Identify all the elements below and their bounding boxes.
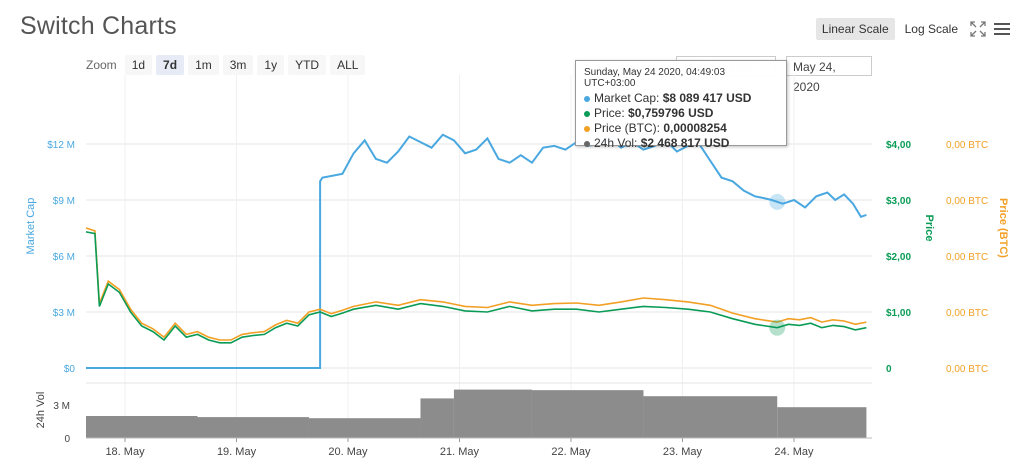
btc-tick-label: 0,00 BTC [946, 252, 988, 263]
x-tick-label: 21. May [440, 446, 480, 458]
btc-tick-label: 0,00 BTC [946, 196, 988, 207]
btc-axis-title: Price (BTC) [997, 198, 1009, 258]
price-tick-label: 0 [886, 364, 892, 375]
tooltip-row-market-cap: Market Cap: $8 089 417 USD [584, 91, 778, 106]
tooltip-date: Sunday, May 24 2020, 04:49:03 UTC+03:00 [584, 67, 726, 89]
zoom-1m-button[interactable]: 1m [188, 55, 219, 75]
tooltip-value: $8 089 417 USD [662, 91, 752, 105]
btc-tick-label: 0,00 BTC [946, 364, 988, 375]
left-axis-title: Market Cap [25, 198, 37, 255]
tooltip-row-volume: 24h Vol: $2 468 817 USD [584, 136, 778, 151]
tooltip-label: Market Cap: [594, 91, 660, 105]
market-cap-line [86, 133, 867, 369]
volume-bar [86, 416, 198, 438]
volume-bar [197, 417, 309, 438]
btc-tick-label: 0,00 BTC [946, 140, 988, 151]
x-tick-label: 19. May [217, 446, 257, 458]
menu-icon[interactable] [992, 19, 1012, 39]
fullscreen-icon[interactable] [968, 19, 988, 39]
tooltip-label: 24h Vol: [594, 136, 638, 150]
tooltip-label: Price: [594, 106, 625, 120]
zoom-1d-button[interactable]: 1d [124, 55, 153, 75]
zoom-ytd-button[interactable]: YTD [288, 55, 327, 75]
tooltip-row-price: Price: $0,759796 USD [584, 106, 778, 121]
price-tick-label: $1,00 [886, 308, 911, 319]
scale-toggle: Linear Scale Log Scale [815, 18, 1012, 40]
vol-tick-label: 0 [64, 434, 70, 445]
tooltip-value: 0,00008254 [663, 121, 727, 135]
btc-tick-label: 0,00 BTC [946, 308, 988, 319]
volume-dot-icon [584, 140, 590, 147]
page-title: Switch Charts [20, 12, 177, 40]
volume-bar [531, 390, 644, 438]
volume-bar [453, 389, 532, 438]
log-scale-button[interactable]: Log Scale [904, 22, 958, 36]
zoom-1y-button[interactable]: 1y [257, 55, 285, 75]
x-tick-label: 18. May [105, 446, 145, 458]
price-btc-dot-icon [584, 125, 590, 132]
zoom-3m-button[interactable]: 3m [222, 55, 254, 75]
left-tick-label: $3 M [53, 308, 75, 319]
volume-bar [420, 398, 454, 438]
zoom-all-button[interactable]: ALL [330, 55, 366, 75]
tooltip-row-price-btc: Price (BTC): 0,00008254 [584, 121, 778, 136]
volume-bar [643, 396, 778, 438]
volume-bar [308, 418, 421, 438]
zoom-bar: Zoom 1d 7d 1m 3m 1y YTD ALL [86, 55, 366, 75]
price-tick-label: $2,00 [886, 252, 911, 263]
vol-tick-label: 3 M [53, 401, 70, 412]
x-tick-label: 23. May [663, 446, 703, 458]
chart-tooltip: Sunday, May 24 2020, 04:49:03 UTC+03:00 … [575, 60, 787, 150]
x-tick-label: 22. May [551, 446, 591, 458]
linear-scale-button[interactable]: Linear Scale [815, 18, 895, 40]
price-axis-title: Price [923, 215, 935, 242]
market-cap-dot-icon [584, 95, 590, 102]
left-tick-label: $12 M [47, 140, 75, 151]
price-marker [769, 319, 786, 336]
left-tick-label: $9 M [53, 196, 75, 207]
vol-axis-title: 24h Vol [35, 392, 47, 429]
date-to-input[interactable]: May 24, 2020 [786, 56, 872, 94]
zoom-label: Zoom [86, 58, 117, 72]
x-tick-label: 20. May [328, 446, 368, 458]
left-tick-label: $0 [64, 364, 76, 375]
x-tick-label: 24. May [774, 446, 814, 458]
price-line [85, 231, 867, 344]
tooltip-value: $2 468 817 USD [640, 136, 730, 150]
volume-bar [777, 407, 867, 438]
left-tick-label: $6 M [53, 252, 75, 263]
market-cap-marker [769, 193, 786, 210]
zoom-7d-button[interactable]: 7d [156, 55, 185, 75]
tooltip-value: $0,759796 USD [628, 106, 714, 120]
price-tick-label: $4,00 [886, 140, 911, 151]
price-btc-line [85, 227, 867, 341]
price-dot-icon [584, 110, 590, 117]
tooltip-label: Price (BTC): [594, 121, 660, 135]
price-tick-label: $3,00 [886, 196, 911, 207]
